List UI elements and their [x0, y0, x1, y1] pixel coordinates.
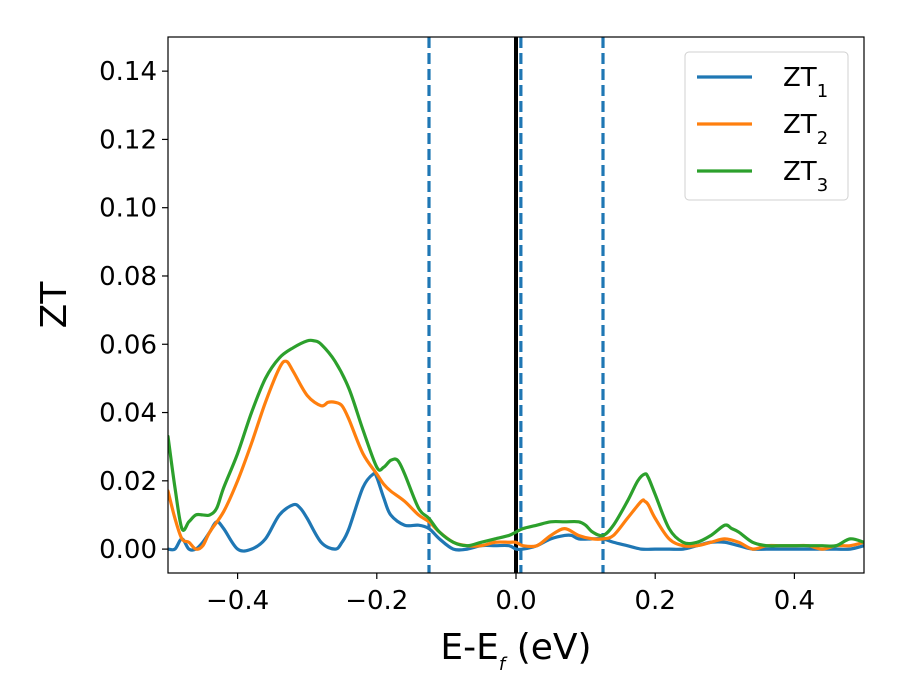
x-tick-label: −0.4: [206, 586, 269, 616]
x-tick-label: −0.2: [345, 586, 408, 616]
legend-label-zt2: ZT2: [783, 110, 828, 149]
x-tick-label: 0.0: [495, 586, 536, 616]
y-tick-label: 0.04: [99, 399, 157, 429]
y-tick-label: 0.00: [99, 535, 157, 565]
series-line-zt3: [168, 338, 864, 548]
y-tick-label: 0.14: [99, 57, 157, 87]
x-axis-title-subscript: f: [499, 654, 508, 675]
x-tick-label: 0.4: [774, 586, 815, 616]
reference-lines: [427, 37, 605, 573]
series-line-zt2: [168, 359, 864, 551]
y-tick-label: 0.06: [99, 330, 157, 360]
legend-label-zt3: ZT3: [783, 157, 828, 196]
x-axis: −0.4 −0.2 0.0 0.2 0.4: [206, 573, 815, 616]
series-group: [168, 338, 864, 553]
y-tick-label: 0.12: [99, 125, 157, 155]
y-tick-label: 0.02: [99, 467, 157, 497]
x-tick-label: 0.2: [635, 586, 676, 616]
legend-box: [684, 51, 849, 201]
y-tick-label: 0.08: [99, 262, 157, 292]
y-axis: 0.00 0.02 0.04 0.06 0.08 0.10 0.12 0.14: [99, 57, 168, 565]
legend-label-zt1: ZT1: [783, 63, 828, 102]
x-axis-title-main: E-E: [440, 627, 498, 668]
x-axis-title-unit: (eV): [505, 627, 591, 668]
y-tick-label: 0.10: [99, 194, 157, 224]
y-axis-title: ZT: [34, 281, 75, 329]
legend: ZT1 ZT2 ZT3: [684, 51, 849, 201]
x-axis-title: E-Ef (eV): [440, 627, 591, 675]
